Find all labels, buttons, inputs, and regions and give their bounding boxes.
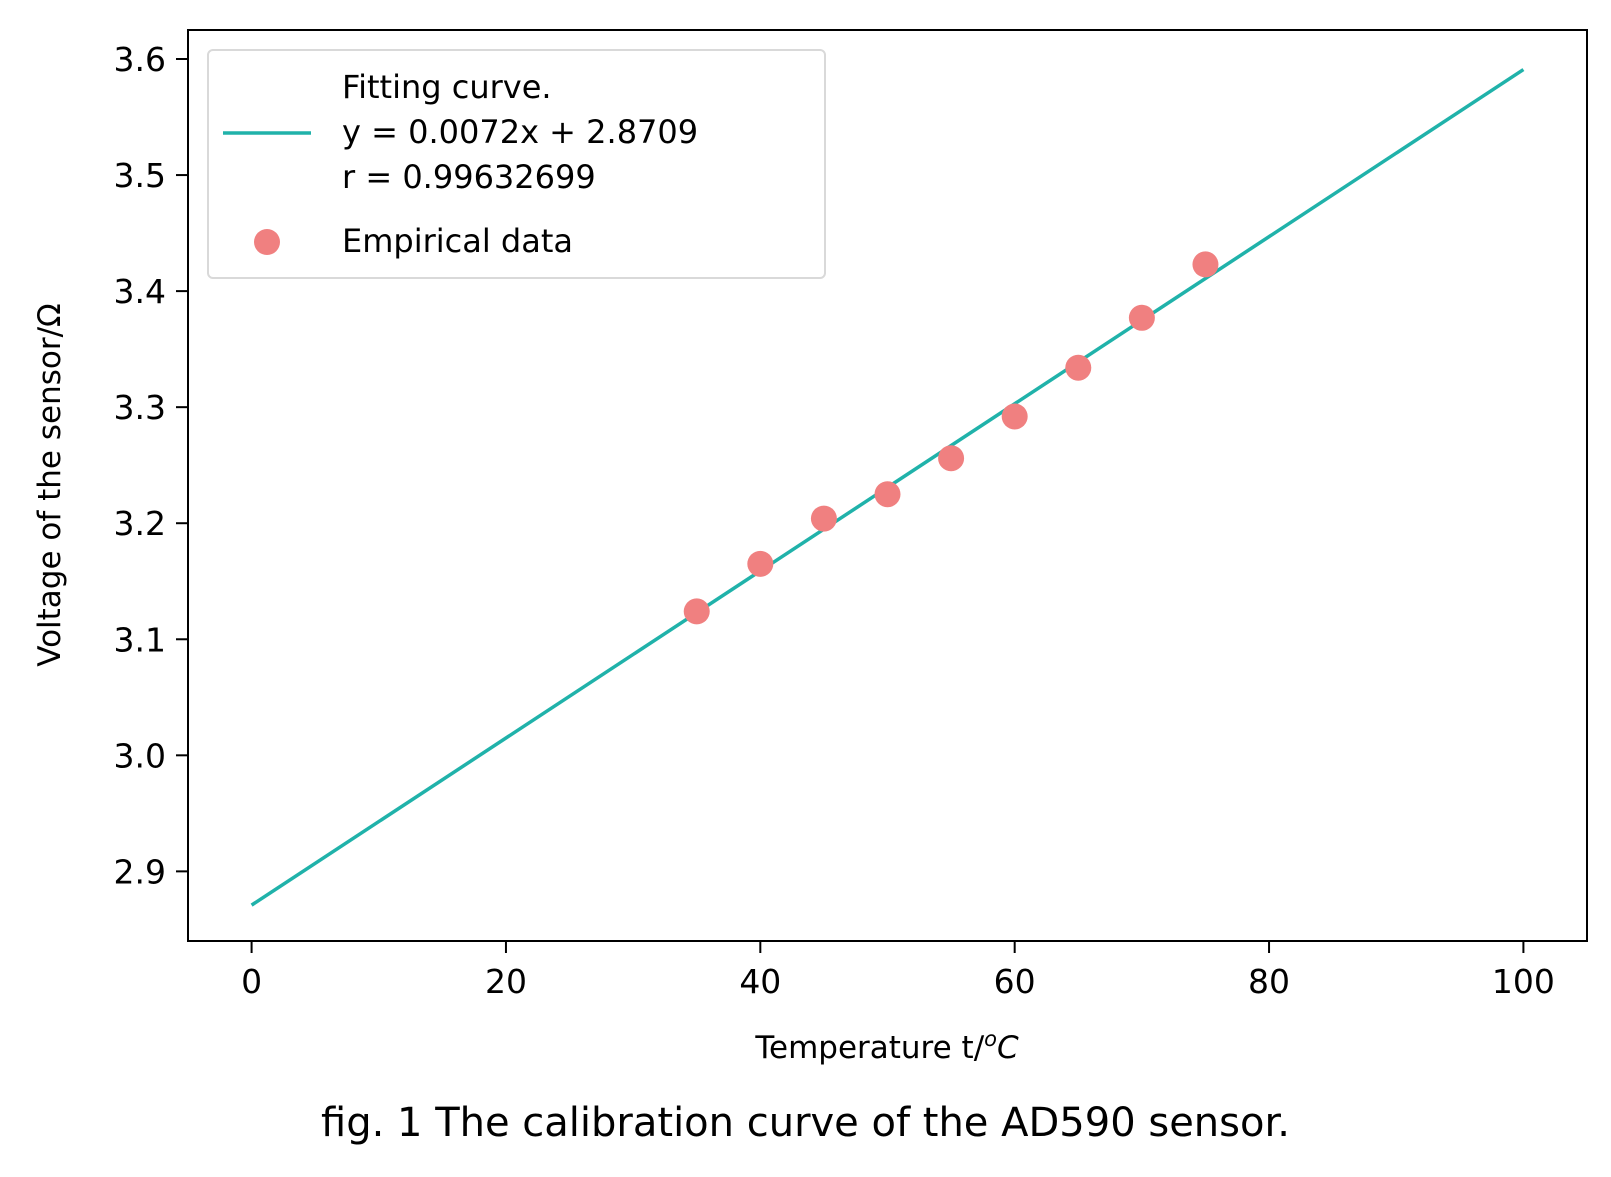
y-axis-ticks: 2.9 3.0 3.1 3.2 3.3 3.4 3.5 3.6 xyxy=(114,40,188,891)
y-tick-label: 3.5 xyxy=(114,156,166,195)
x-tick-label: 80 xyxy=(1248,962,1290,1001)
empirical-data-point xyxy=(747,550,774,577)
x-axis-label-superscript: o xyxy=(984,1027,997,1051)
empirical-data-point xyxy=(938,445,965,472)
y-tick-label: 3.4 xyxy=(114,272,166,311)
y-tick-label: 3.3 xyxy=(114,388,166,427)
x-tick-label: 20 xyxy=(485,962,527,1001)
calibration-chart: 0 20 40 60 80 100 2.9 3.0 3.1 3.2 3.3 3.4 3.5 3.6 Te… xyxy=(32,29,1588,1066)
x-tick-label: 40 xyxy=(739,962,781,1001)
y-tick-label: 3.6 xyxy=(114,40,166,79)
empirical-data-point xyxy=(874,481,901,508)
empirical-data-point xyxy=(683,598,710,625)
x-tick-label: 100 xyxy=(1492,962,1555,1001)
empirical-data-point xyxy=(1128,304,1155,331)
y-tick-label: 3.1 xyxy=(114,620,166,659)
legend-fit-label-line-1: Fitting curve. xyxy=(342,68,552,106)
empirical-data-point xyxy=(810,505,837,532)
legend-fit-label-line-2: y = 0.0072x + 2.8709 xyxy=(342,113,698,151)
legend-scatter-swatch xyxy=(254,229,280,255)
x-axis-label: Temperature t/oC xyxy=(754,1027,1019,1066)
y-tick-label: 2.9 xyxy=(114,852,166,891)
empirical-data-point xyxy=(1192,251,1219,278)
y-axis-label: Voltage of the sensor/Ω xyxy=(32,303,68,666)
y-tick-label: 3.2 xyxy=(114,504,166,543)
legend-box xyxy=(207,49,826,279)
legend: Fitting curve. y = 0.0072x + 2.8709 r = … xyxy=(207,49,826,279)
legend-scatter-label: Empirical data xyxy=(342,222,573,260)
plot-area: 0 20 40 60 80 100 2.9 3.0 3.1 3.2 3.3 3.4 3.5 3.6 xyxy=(114,29,1588,1001)
x-axis-label-unit: C xyxy=(997,1030,1019,1066)
x-axis-ticks: 0 20 40 60 80 100 xyxy=(241,941,1555,1001)
x-tick-label: 60 xyxy=(994,962,1036,1001)
empirical-data-point xyxy=(1001,403,1028,430)
y-tick-label: 3.0 xyxy=(114,736,166,775)
plot-frame xyxy=(187,29,1588,942)
x-tick-label: 0 xyxy=(241,962,262,1001)
legend-fit-label-line-3: r = 0.99632699 xyxy=(342,158,596,196)
empirical-data-point xyxy=(1065,354,1092,381)
figure-caption: fig. 1 The calibration curve of the AD59… xyxy=(321,1100,1290,1146)
series-layer xyxy=(250,68,1525,907)
